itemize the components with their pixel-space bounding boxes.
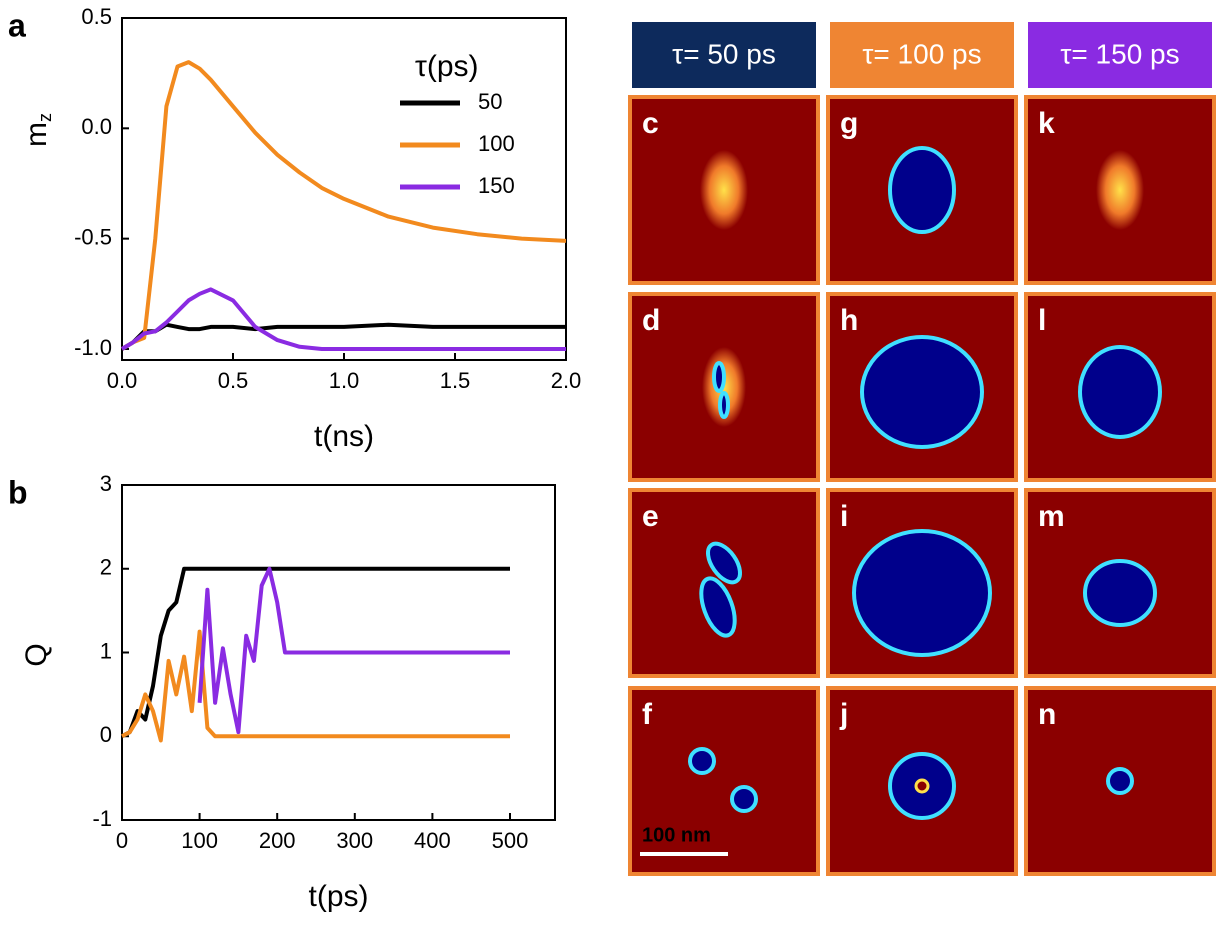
panel-letter: d bbox=[642, 304, 660, 337]
header-text: τ= 150 ps bbox=[1060, 38, 1179, 69]
x-tick-label: 0 bbox=[116, 828, 128, 853]
legend-label: 100 bbox=[478, 131, 515, 156]
y-tick-label: 2 bbox=[100, 555, 112, 580]
image-panel bbox=[826, 95, 1018, 285]
scale-bar-label: 100 nm bbox=[642, 824, 711, 846]
panel-label: b bbox=[8, 474, 28, 510]
y-axis-title: Q bbox=[20, 643, 53, 666]
header-box bbox=[632, 22, 816, 88]
y-tick-label: 1 bbox=[100, 638, 112, 663]
x-tick-label: 100 bbox=[181, 828, 218, 853]
y-axis-title-main: Q bbox=[20, 643, 53, 666]
skyrmion bbox=[712, 361, 726, 393]
image-panel bbox=[628, 292, 820, 482]
x-tick-label: 400 bbox=[414, 828, 451, 853]
y-axis-title-main: m bbox=[20, 122, 53, 147]
y-axis-title-sub: z bbox=[35, 113, 55, 122]
y-tick-label: 0.5 bbox=[81, 4, 112, 29]
series-line bbox=[121, 566, 510, 739]
x-axis-title: t(ns) bbox=[314, 420, 374, 453]
panel-letter: g bbox=[840, 107, 858, 140]
header-box bbox=[1028, 22, 1212, 88]
panel-letter: c bbox=[642, 107, 659, 140]
series-line bbox=[120, 287, 566, 351]
x-tick-label: 1.0 bbox=[329, 368, 360, 393]
header-text: τ= 100 ps bbox=[862, 38, 981, 69]
x-tick-label: 2.0 bbox=[551, 368, 582, 393]
panel-letter: e bbox=[642, 500, 659, 533]
x-axis-title: t(ps) bbox=[309, 880, 369, 913]
x-tick-label: 200 bbox=[259, 828, 296, 853]
skyrmion bbox=[688, 747, 716, 775]
y-tick-label: 3 bbox=[100, 471, 112, 496]
skyrmion bbox=[888, 146, 956, 234]
panel-letter: h bbox=[840, 304, 858, 337]
skyrmion bbox=[730, 785, 758, 813]
skyrmion bbox=[706, 541, 742, 585]
skyrmion bbox=[1083, 559, 1157, 627]
header-box bbox=[830, 22, 1014, 88]
skyrmion bbox=[860, 335, 984, 449]
x-tick-label: 500 bbox=[492, 828, 529, 853]
legend-label: 50 bbox=[478, 89, 502, 114]
panel-letter: n bbox=[1038, 698, 1056, 731]
series-line bbox=[197, 566, 510, 735]
panel-label: a bbox=[8, 7, 26, 43]
legend-title: τ(ps) bbox=[415, 50, 479, 83]
header-text: τ= 50 ps bbox=[672, 38, 776, 69]
y-tick-label: -1.0 bbox=[74, 335, 112, 360]
y-tick-label: 0 bbox=[100, 722, 112, 747]
image-panel bbox=[628, 686, 820, 876]
skyrmion bbox=[699, 576, 737, 638]
panel-letter: l bbox=[1038, 304, 1046, 337]
skyrmion bbox=[852, 529, 992, 657]
x-tick-label: 0.5 bbox=[218, 368, 249, 393]
legend-label: 150 bbox=[478, 173, 515, 198]
series-line bbox=[120, 322, 566, 351]
series-line bbox=[120, 60, 567, 351]
speckle bbox=[700, 150, 748, 230]
skyrmion bbox=[718, 391, 730, 419]
y-tick-label: -1 bbox=[92, 806, 112, 831]
x-tick-label: 300 bbox=[336, 828, 373, 853]
series-line bbox=[121, 629, 510, 743]
x-tick-label: 0.0 bbox=[107, 368, 138, 393]
panel-letter: f bbox=[642, 698, 653, 731]
image-panel bbox=[628, 488, 820, 678]
y-axis-title: mz bbox=[20, 113, 55, 147]
skyrmion bbox=[1078, 345, 1162, 439]
panel-letter: k bbox=[1038, 107, 1055, 140]
y-tick-label: 0.0 bbox=[81, 114, 112, 139]
x-tick-label: 1.5 bbox=[440, 368, 471, 393]
y-tick-label: -0.5 bbox=[74, 224, 112, 249]
speckle bbox=[1096, 150, 1144, 230]
panel-letter: j bbox=[839, 698, 848, 731]
panel-letter: i bbox=[840, 500, 848, 533]
skyrmion bbox=[1106, 767, 1134, 795]
core bbox=[914, 778, 930, 794]
panel-letter: m bbox=[1038, 500, 1065, 533]
